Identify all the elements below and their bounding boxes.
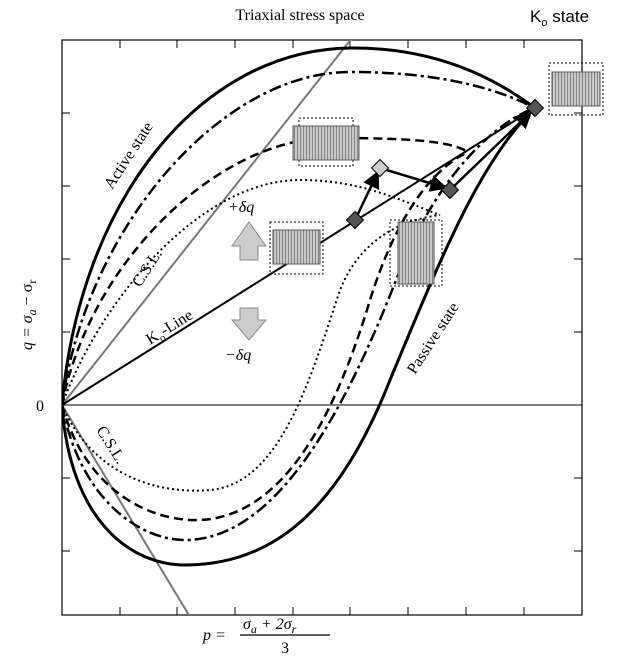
x-axis-label: p = σa + 2σr 3 bbox=[202, 616, 330, 656]
csl-lower-label: C.S.L. bbox=[93, 423, 129, 467]
k: K bbox=[530, 7, 542, 26]
q: q = σ bbox=[19, 314, 36, 350]
y-axis-label: q = σa − σr bbox=[19, 280, 39, 350]
r: r bbox=[25, 280, 39, 284]
p: p = bbox=[202, 627, 226, 644]
title: Triaxial stress space bbox=[235, 7, 364, 24]
minus-dq: −δq bbox=[225, 347, 251, 364]
ko-state-label: Ko state bbox=[530, 7, 589, 29]
den: 3 bbox=[281, 640, 289, 656]
rest: state bbox=[547, 7, 589, 26]
origin-label: 0 bbox=[36, 398, 44, 415]
r: r bbox=[292, 622, 297, 636]
ko-line-label: Ko-Line bbox=[143, 307, 197, 351]
n2: + 2σ bbox=[257, 616, 293, 633]
numerator: σa + 2σr bbox=[243, 616, 297, 636]
figure: Triaxial stress space bbox=[0, 0, 633, 656]
mid: − σ bbox=[19, 283, 36, 309]
active-state-label: Active state bbox=[101, 119, 157, 192]
passive-state-label: Passive state bbox=[404, 300, 463, 377]
sample-icons bbox=[232, 63, 603, 340]
plus-dq: +δq bbox=[228, 199, 254, 216]
rest: -Line bbox=[158, 307, 196, 340]
